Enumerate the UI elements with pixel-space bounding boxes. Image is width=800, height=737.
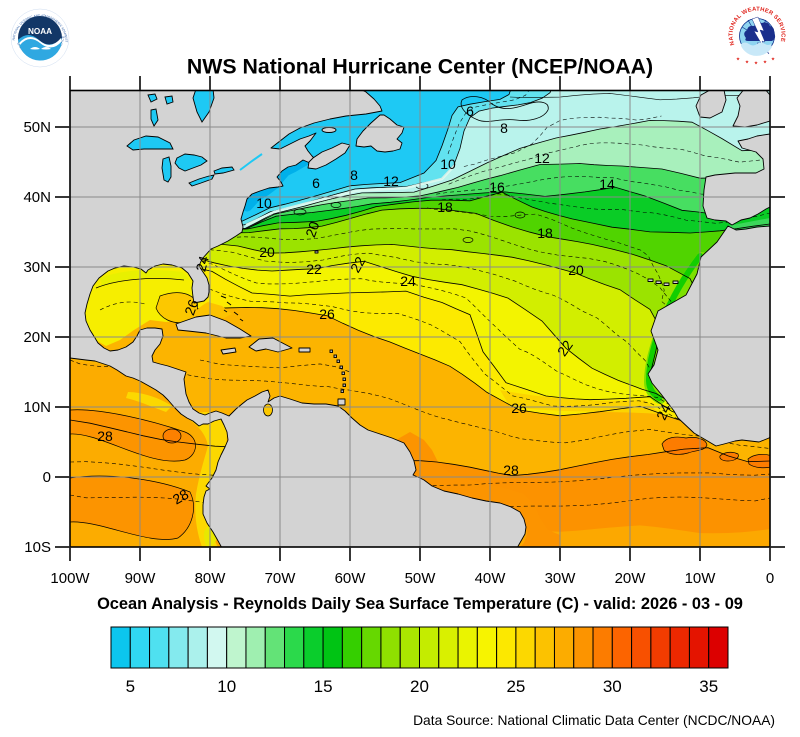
svg-text:20W: 20W: [615, 570, 647, 587]
svg-text:20: 20: [302, 219, 322, 239]
svg-text:24: 24: [192, 254, 212, 273]
svg-text:22: 22: [306, 261, 322, 277]
svg-text:Data Source: National Climatic: Data Source: National Climatic Data Cent…: [413, 713, 775, 728]
svg-text:25: 25: [506, 677, 525, 696]
svg-text:10N: 10N: [23, 399, 51, 416]
svg-text:0: 0: [43, 469, 51, 486]
svg-text:30W: 30W: [545, 570, 577, 587]
svg-text:10: 10: [217, 677, 236, 696]
svg-text:80W: 80W: [195, 570, 227, 587]
svg-text:20: 20: [410, 677, 429, 696]
svg-text:0: 0: [766, 570, 774, 587]
svg-text:5: 5: [126, 677, 135, 696]
svg-text:30N: 30N: [23, 259, 51, 276]
svg-text:16: 16: [489, 179, 505, 195]
svg-text:50W: 50W: [405, 570, 437, 587]
svg-text:10W: 10W: [685, 570, 717, 587]
svg-text:18: 18: [537, 225, 553, 241]
svg-text:18: 18: [437, 199, 453, 215]
svg-text:10: 10: [256, 195, 272, 211]
svg-text:20N: 20N: [23, 329, 51, 346]
svg-text:35: 35: [699, 677, 718, 696]
svg-text:Ocean Analysis - Reynolds Dail: Ocean Analysis - Reynolds Daily Sea Surf…: [97, 595, 743, 613]
svg-text:6: 6: [312, 175, 320, 191]
svg-text:26: 26: [181, 297, 201, 317]
svg-text:20: 20: [568, 262, 584, 278]
svg-text:14: 14: [599, 176, 615, 192]
svg-text:20: 20: [259, 244, 275, 260]
svg-text:60W: 60W: [335, 570, 367, 587]
svg-text:6: 6: [466, 103, 474, 119]
svg-text:10S: 10S: [24, 539, 51, 556]
svg-text:12: 12: [534, 150, 550, 166]
svg-text:40W: 40W: [475, 570, 507, 587]
svg-text:26: 26: [319, 306, 335, 322]
svg-text:28: 28: [170, 486, 192, 508]
svg-text:24: 24: [653, 401, 674, 422]
svg-text:12: 12: [383, 173, 399, 189]
svg-text:100W: 100W: [50, 570, 90, 587]
svg-text:28: 28: [503, 462, 519, 478]
svg-text:90W: 90W: [125, 570, 157, 587]
svg-text:NOAA: NOAA: [28, 27, 52, 36]
svg-text:26: 26: [511, 400, 527, 416]
svg-text:40N: 40N: [23, 189, 51, 206]
svg-text:8: 8: [500, 120, 508, 136]
svg-text:22: 22: [347, 254, 369, 276]
svg-text:50N: 50N: [23, 119, 51, 136]
svg-text:8: 8: [350, 167, 358, 183]
svg-text:NWS National Hurricane Center: NWS National Hurricane Center (NCEP/NOAA…: [187, 55, 653, 79]
svg-text:70W: 70W: [265, 570, 297, 587]
svg-text:30: 30: [603, 677, 622, 696]
svg-text:24: 24: [400, 273, 416, 289]
svg-text:10: 10: [440, 156, 456, 172]
svg-text:28: 28: [97, 428, 113, 444]
svg-text:15: 15: [314, 677, 333, 696]
